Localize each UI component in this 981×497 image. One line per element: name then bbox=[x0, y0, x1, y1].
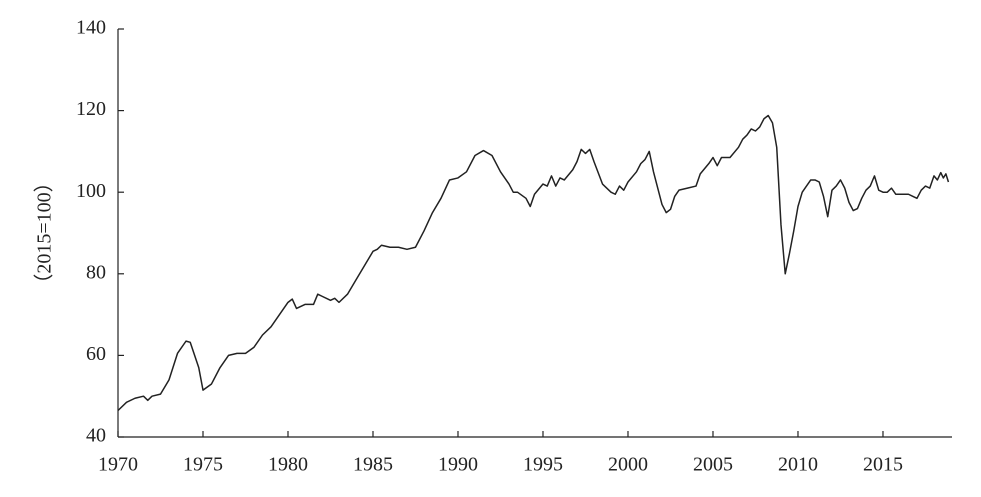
x-tick-label: 1970 bbox=[98, 454, 138, 476]
x-tick-label: 1995 bbox=[523, 454, 563, 476]
x-tick-label: 2015 bbox=[863, 454, 903, 476]
y-tick-label: 80 bbox=[86, 261, 106, 283]
y-tick-label: 140 bbox=[76, 17, 106, 39]
x-tick-label: 1985 bbox=[353, 454, 393, 476]
y-tick-label: 120 bbox=[76, 98, 106, 120]
x-tick-label: 1975 bbox=[183, 454, 223, 476]
y-tick-label: 60 bbox=[86, 343, 106, 365]
x-tick-label: 1980 bbox=[268, 454, 308, 476]
y-tick-label: 40 bbox=[86, 425, 106, 447]
x-tick-label: 1990 bbox=[438, 454, 478, 476]
x-tick-label: 2010 bbox=[778, 454, 818, 476]
y-tick-label: 100 bbox=[76, 180, 106, 202]
x-tick-label: 2000 bbox=[608, 454, 648, 476]
data-line bbox=[117, 114, 950, 412]
x-tick-label: 2005 bbox=[693, 454, 733, 476]
y-axis-label: （2015=100） bbox=[33, 172, 56, 293]
